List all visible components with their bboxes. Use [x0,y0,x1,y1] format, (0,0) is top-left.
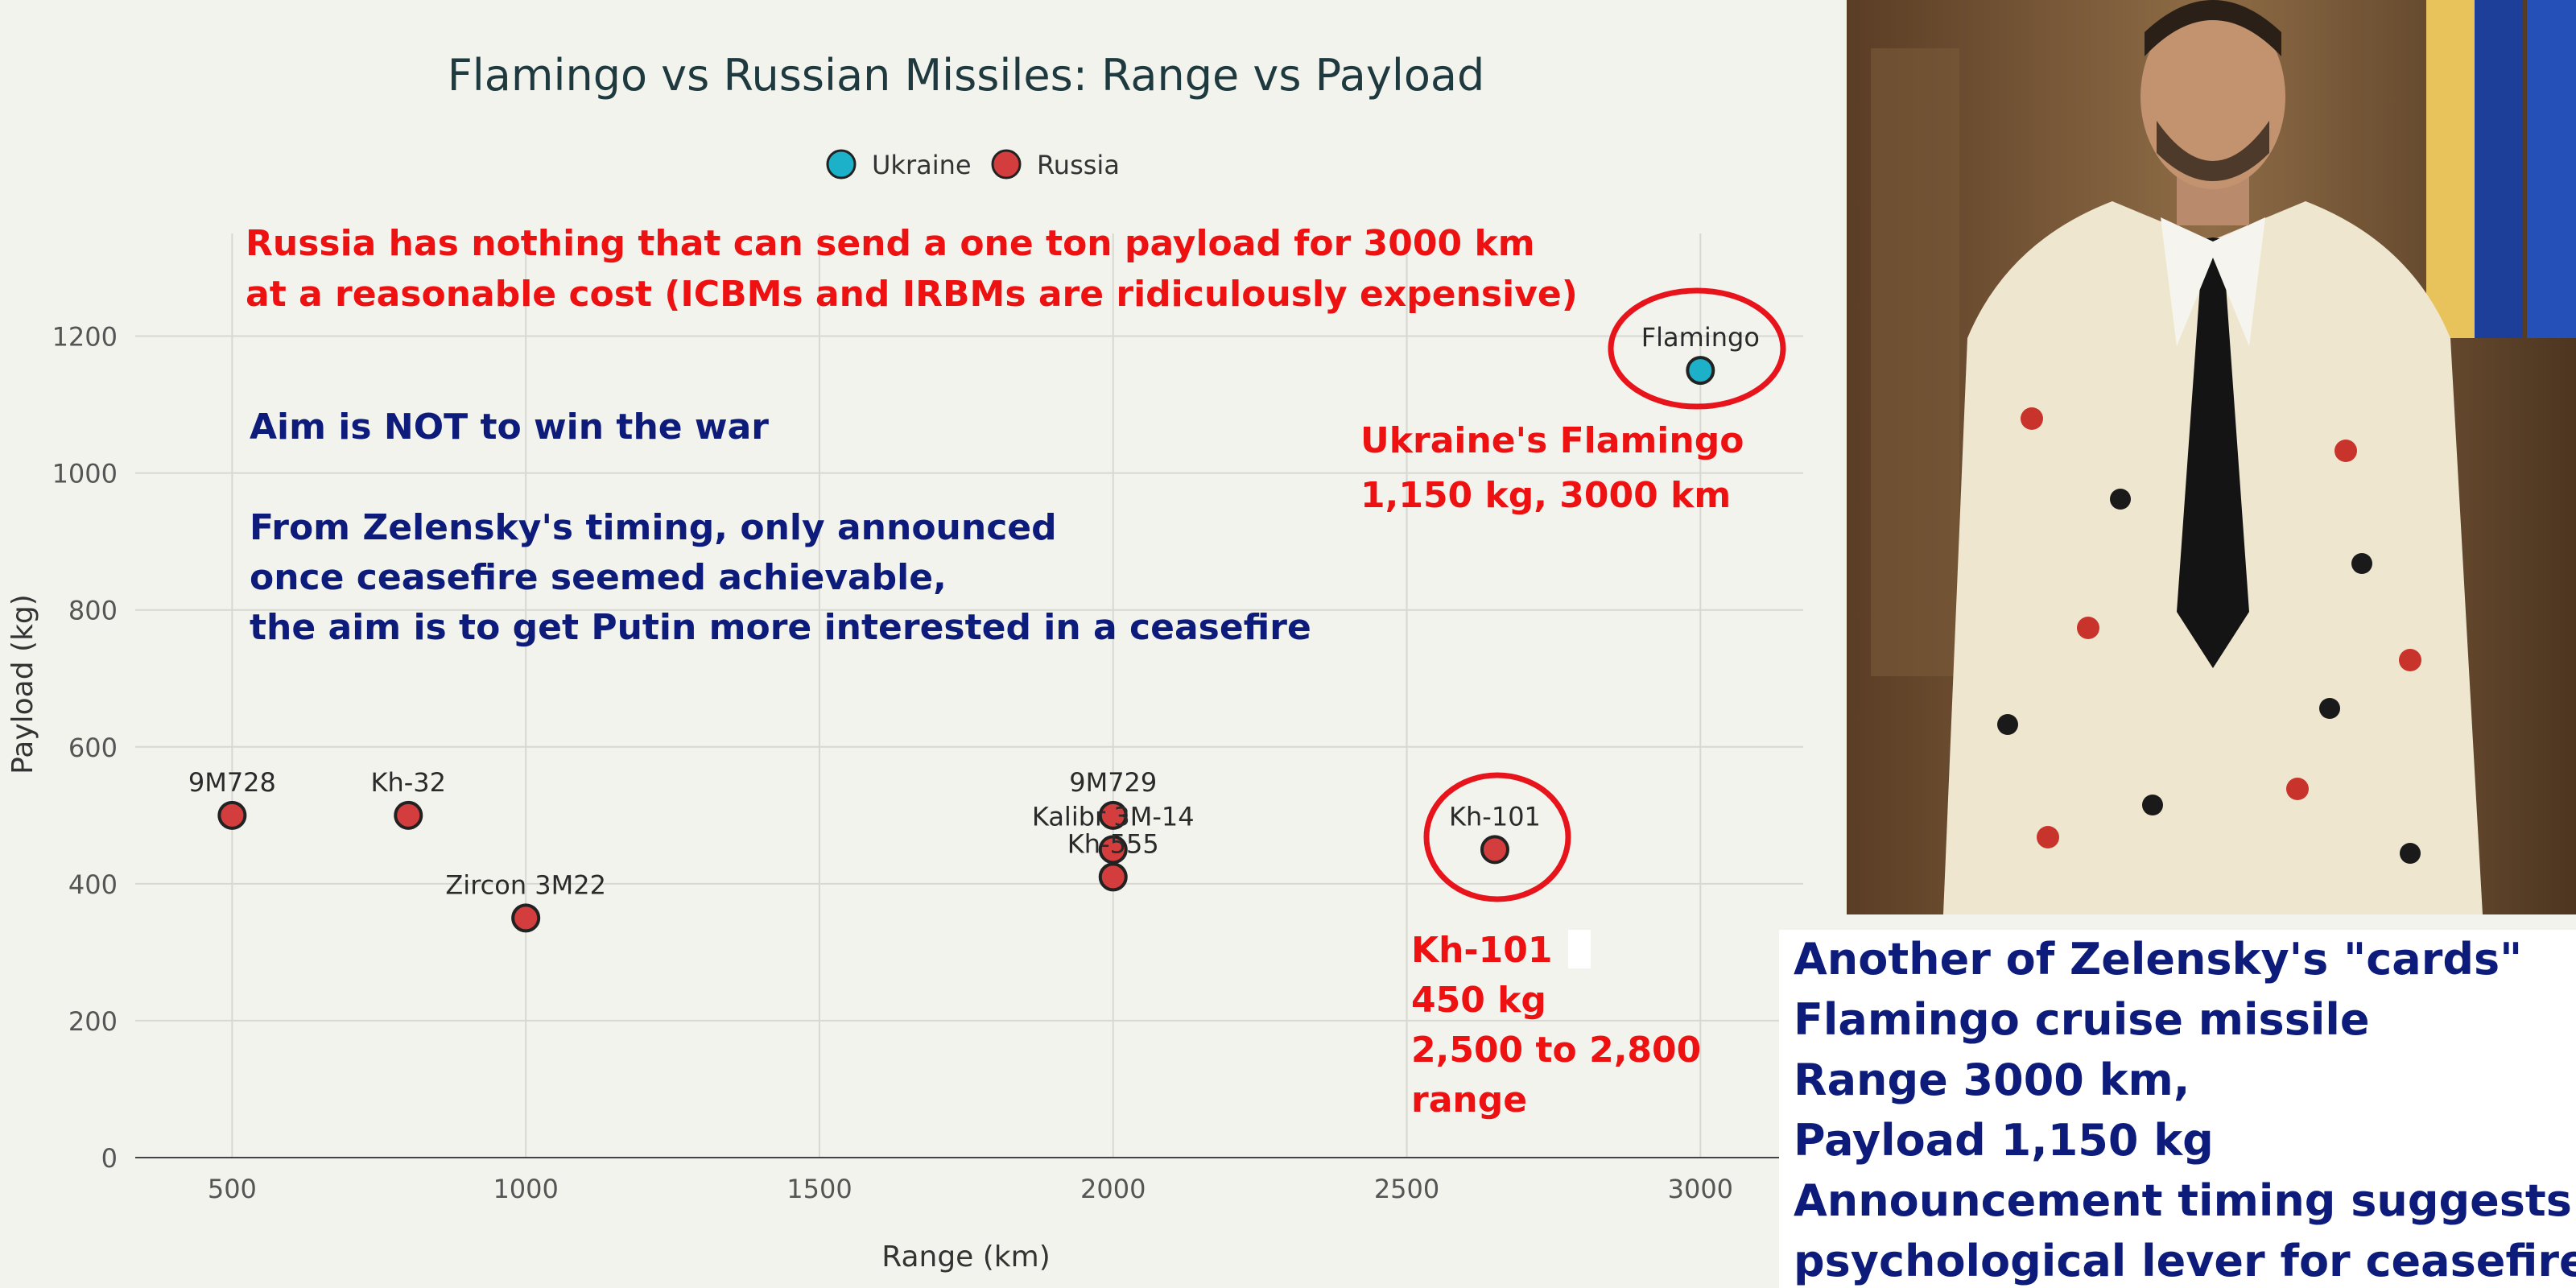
point-label: Kh-32 [370,767,446,798]
timing-note-line-2: once ceasefire seemed achievable, [250,557,947,598]
caption-line-4: Payload 1,150 kg [1794,1115,2214,1166]
timing-note-line-3: the aim is to get Putin more interested … [250,607,1311,648]
point-9m728 [217,800,247,830]
point-kh-555 [1098,862,1128,892]
legend-label-russia: Russia [1037,150,1120,180]
caption-line-3: Range 3000 km, [1794,1055,2190,1105]
kh101-note-line-2: 450 kg [1411,980,1546,1021]
legend: Ukraine Russia [826,149,1120,180]
flamingo-note-line-2: 1,150 kg, 3000 km [1360,475,1732,516]
point-label: 9M729 [1069,767,1157,798]
y-tick-label: 200 [68,1006,118,1037]
y-axis-label: Payload (kg) [6,594,39,774]
point-kh-101 [1480,835,1509,865]
white-mark [1568,930,1591,968]
point-label: Zircon 3M22 [445,869,606,900]
kh101-highlight-ring [1423,772,1571,902]
caption-line-5: Announcement timing suggests [1794,1175,2572,1226]
legend-marker-russia [991,149,1022,180]
y-tick-label: 800 [68,596,118,626]
point-label: Flamingo [1641,322,1760,353]
caption-line-1: Another of Zelensky's "cards" [1794,934,2523,985]
flamingo-highlight-ring [1608,287,1786,410]
point-kalibr-3m-14 [1098,835,1128,865]
data-points: Flamingo 9M728 Kh-32 Zircon 3M22 9M729Kalibr… [188,322,1760,933]
caption-line-6: psychological lever for ceasefire [1794,1236,2576,1286]
kh101-note-line-1: Kh-101 [1411,930,1553,971]
kh101-note-line-4: range [1411,1080,1528,1121]
y-tick-label: 600 [68,733,118,763]
x-tick-label: 1500 [786,1174,852,1204]
point-label: Kh-555 [1067,828,1159,859]
x-tick-label: 500 [208,1174,257,1204]
aim-note: Aim is NOT to win the war [250,407,769,448]
timing-note-line-1: From Zelensky's timing, only announced [250,507,1057,548]
scatter-plot: 0 200 400 600 800 1000 1200 500 1000 1500 2000 2500… [6,149,1803,1274]
zelensky-playing-card-suit-photo [1847,0,2576,914]
x-tick-label: 2000 [1080,1174,1146,1204]
chart-area: Flamingo vs Russian Missiles: Range vs P… [6,50,1803,1274]
russia-note-line-2: at a reasonable cost (ICBMs and IRBMs ar… [246,274,1578,315]
legend-marker-ukraine [826,149,857,180]
point-label: Kalibr 3M-14 [1032,801,1195,832]
caption-panel: Another of Zelensky's "cards" Flamingo c… [1779,930,2576,1288]
point-kh-32 [394,800,423,830]
kh101-note-line-3: 2,500 to 2,800 [1411,1030,1702,1071]
point-label: 9M728 [188,767,276,798]
axis-ticks: 0 200 400 600 800 1000 1200 500 1000 1500 2000 2500… [52,322,1733,1204]
x-axis-label: Range (km) [881,1241,1051,1274]
point-zircon-3m22 [511,903,541,933]
flamingo-note-line-1: Ukraine's Flamingo [1360,420,1744,461]
point-9m729 [1098,800,1128,830]
russia-note-line-1: Russia has nothing that can send a one t… [246,223,1535,264]
x-tick-label: 1000 [493,1174,558,1204]
x-tick-label: 3000 [1668,1174,1733,1204]
y-tick-label: 1000 [52,459,118,489]
x-tick-label: 2500 [1374,1174,1439,1204]
point-label: Kh-101 [1449,801,1541,832]
y-tick-label: 0 [101,1143,118,1174]
caption-line-2: Flamingo cruise missile [1794,994,2370,1045]
y-tick-label: 400 [68,869,118,900]
chart-title: Flamingo vs Russian Missiles: Range vs P… [447,50,1485,101]
point-flamingo [1686,356,1715,386]
grid-lines [135,233,1803,1158]
legend-label-ukraine: Ukraine [872,150,972,180]
y-tick-label: 1200 [52,322,118,353]
